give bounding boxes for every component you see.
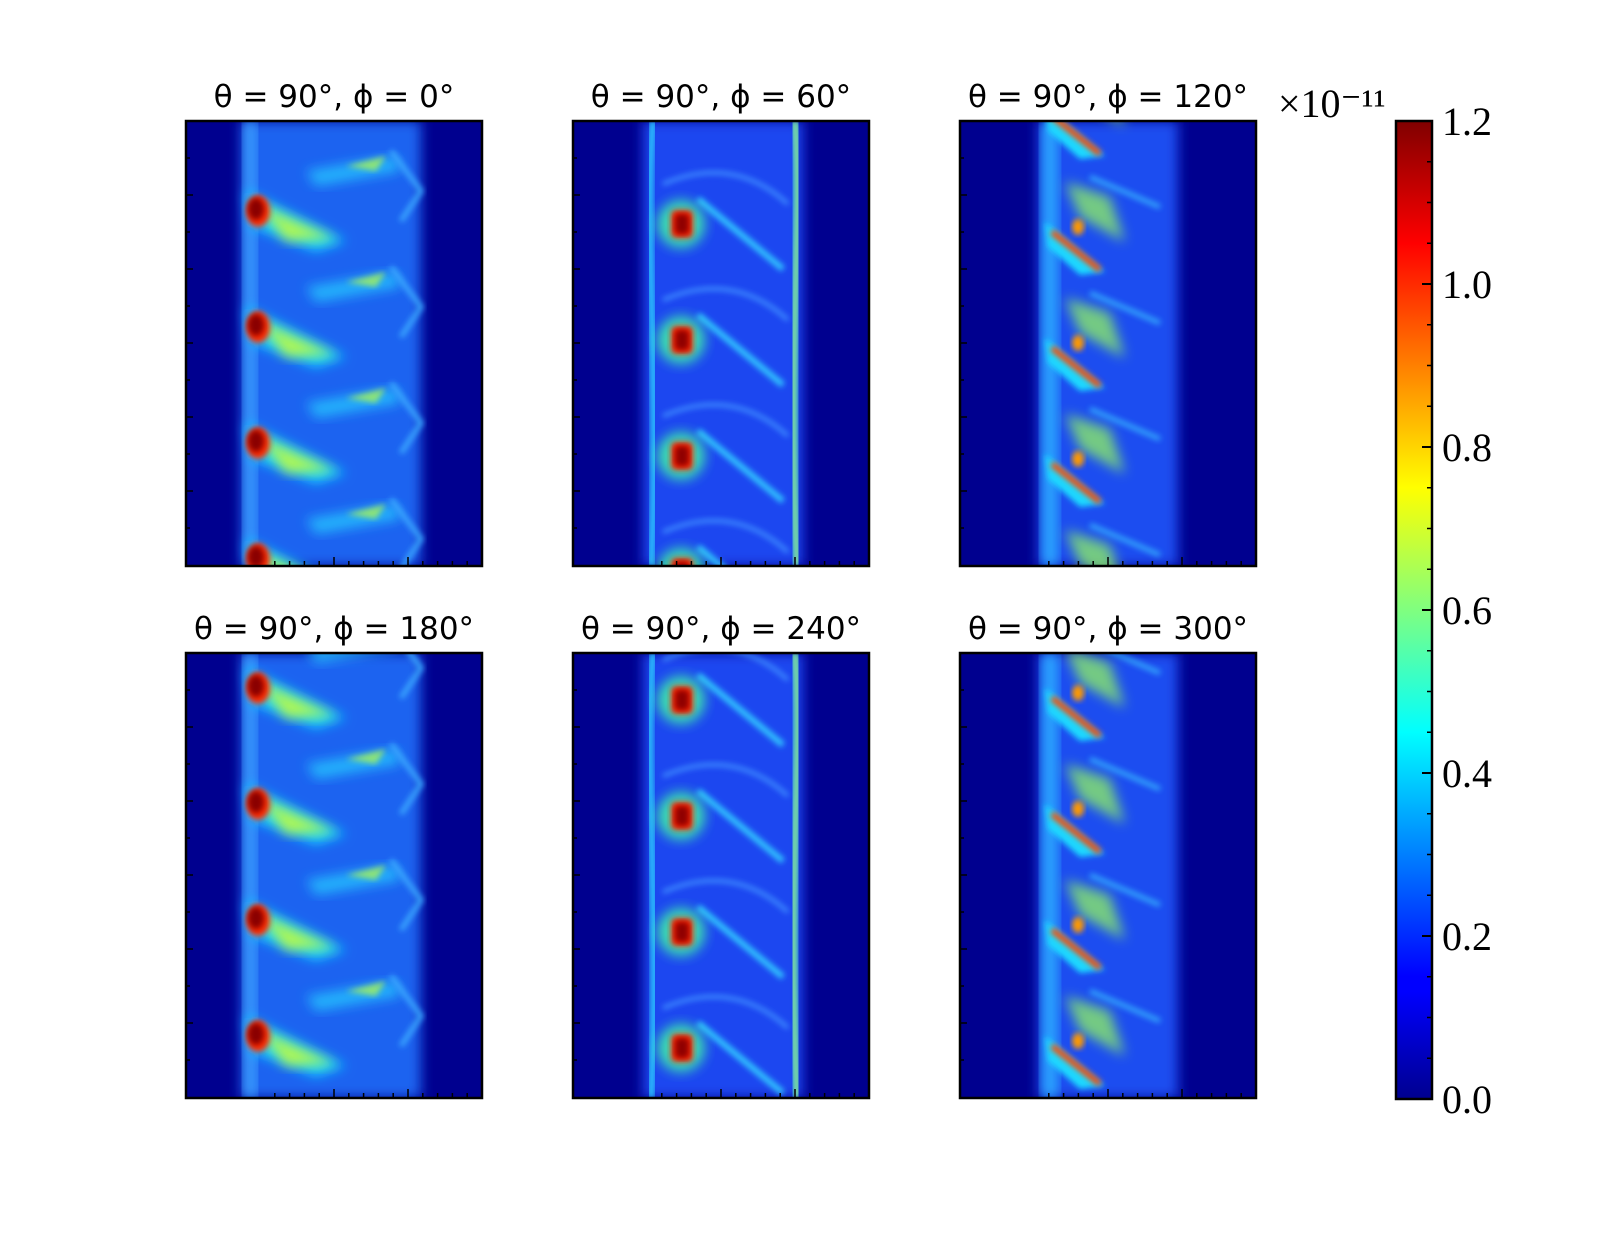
colorbar-tick-label: 0.4 [1442,751,1492,796]
heatmap-image [573,653,869,1098]
panel-title: θ = 90°, ϕ = 0° [214,79,455,115]
colorbar-tick-label: 1.2 [1442,99,1492,144]
panel-ticks [960,157,1242,566]
panel-ticks [186,689,468,1098]
panel-title: θ = 90°, ϕ = 60° [591,79,851,115]
colorbar-tick-label: 0.0 [1442,1077,1492,1122]
heatmap-image [960,653,1256,1098]
colorbar-tick-label: 0.8 [1442,425,1492,470]
panel-ticks [960,689,1242,1098]
heatmap-image [186,121,482,566]
panel-title: θ = 90°, ϕ = 300° [968,611,1248,647]
colorbar: 0.0 0.2 0.4 0.6 0.8 1.0 1.2 ×10⁻¹¹ [1278,81,1492,1122]
panel-ticks [186,157,468,566]
colorbar-tick-label: 1.0 [1442,262,1492,307]
heatmap-image [960,121,1256,566]
heatmap-image [573,121,869,566]
panel-ticks [573,157,855,566]
heatmap-panel-0: θ = 90°, ϕ = 0° [184,79,484,568]
panel-title: θ = 90°, ϕ = 180° [194,611,474,647]
heatmap-panel-120: θ = 90°, ϕ = 120° [958,79,1258,568]
heatmap-panel-300: θ = 90°, ϕ = 300° [958,611,1258,1100]
colorbar-tick-label: 0.6 [1442,588,1492,633]
heatmap-panel-240: θ = 90°, ϕ = 240° [571,611,871,1100]
heatmap-image [186,653,482,1098]
panel-ticks [573,689,855,1098]
heatmap-panel-180: θ = 90°, ϕ = 180° [184,611,484,1100]
heatmap-panel-60: θ = 90°, ϕ = 60° [571,79,871,568]
panel-title: θ = 90°, ϕ = 120° [968,79,1248,115]
colorbar-exponent: ×10⁻¹¹ [1278,81,1386,126]
colorbar-tick-label: 0.2 [1442,914,1492,959]
panel-title: θ = 90°, ϕ = 240° [581,611,861,647]
